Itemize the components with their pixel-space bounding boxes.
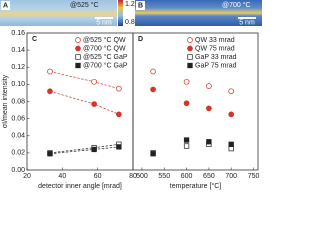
marker	[150, 68, 156, 75]
legend-marker	[187, 54, 193, 60]
marker	[228, 141, 234, 147]
marker	[228, 88, 235, 95]
legend-marker	[187, 62, 193, 69]
label-box	[136, 1, 145, 10]
y-tick-label: 0.10	[11, 81, 25, 88]
x-tick-label: 500	[136, 173, 148, 180]
fit-line	[49, 71, 119, 89]
colorbar	[118, 0, 123, 26]
marker	[150, 151, 156, 157]
marker	[47, 88, 53, 95]
plot-frame	[132, 32, 259, 171]
legend-marker	[187, 45, 193, 52]
legend-marker	[75, 62, 81, 69]
x-tick-label: 750	[248, 173, 260, 180]
legend-label: @700 °C GaP	[83, 61, 128, 69]
y-tick-label: 0.02	[11, 150, 25, 157]
scale-label: 5 nm	[96, 19, 112, 26]
marker	[183, 100, 190, 107]
scale-label: 5 nm	[239, 19, 255, 26]
panel-label: A	[3, 2, 8, 9]
y-tick-label: 0.04	[11, 133, 25, 140]
y-tick-label: 0.14	[11, 47, 25, 54]
marker	[91, 146, 97, 153]
x-axis-title: detector inner angle [mrad]	[38, 183, 122, 190]
marker	[228, 111, 235, 118]
panel-label: B	[138, 2, 143, 9]
panel-label: D	[138, 36, 143, 43]
fit-line	[49, 146, 119, 155]
marker	[206, 139, 212, 145]
colorbar-top: 1.2	[125, 1, 135, 8]
legend-label: QW 75 mrad	[195, 45, 235, 52]
marker	[183, 137, 190, 143]
legend-label: GaP 75 mrad	[195, 62, 237, 69]
marker	[150, 86, 156, 93]
image-b	[135, 0, 262, 26]
marker	[183, 143, 190, 149]
colorbar-bottom: 0.8	[125, 19, 135, 26]
fit-line	[49, 90, 120, 115]
x-tick-label: 80	[129, 173, 137, 180]
x-tick-label: 20	[23, 173, 31, 180]
x-tick-label: 650	[203, 173, 215, 180]
marker	[183, 78, 190, 85]
fit-line	[49, 143, 119, 154]
figure: A @525 °C 5 nm 1.2 0.8 B @700 °C 5 nm C 2…	[0, 0, 262, 190]
legend-marker	[75, 37, 81, 43]
marker	[47, 68, 53, 75]
y-tick-label: 0.00	[11, 167, 25, 174]
legend-marker	[187, 37, 193, 43]
marker	[116, 144, 122, 150]
panel-label: C	[32, 36, 37, 43]
marker	[228, 145, 234, 152]
x-tick-label: 600	[181, 173, 193, 180]
marker	[116, 111, 122, 118]
legend-label: @525 °C GaP	[83, 53, 128, 61]
label-box	[1, 1, 10, 10]
legend-marker	[75, 54, 81, 60]
marker	[206, 83, 212, 89]
x-axis-title: temperature [°C]	[170, 182, 221, 190]
temperature: @700 °C	[222, 1, 251, 9]
y-tick-label: 0.06	[11, 115, 25, 122]
legend-label: @700 °C QW	[83, 44, 126, 52]
marker	[91, 101, 97, 107]
x-tick-label: 700	[225, 173, 237, 180]
y-tick-label: 0.16	[11, 30, 25, 37]
marker	[116, 85, 122, 92]
legend-marker	[75, 45, 81, 52]
marker	[206, 105, 212, 112]
temperature: @525 °C	[70, 1, 99, 9]
legend-label: QW 33 mrad	[195, 37, 235, 44]
x-tick-label: 550	[158, 173, 170, 180]
image-a	[0, 0, 117, 26]
x-tick-label: 40	[58, 173, 66, 180]
y-tick-label: 0.12	[11, 64, 25, 71]
legend-label: @525 °C QW	[83, 36, 126, 44]
legend-label: GaP 33 mrad	[195, 54, 237, 61]
y-axis-title: σI/mean intensity	[2, 74, 9, 128]
marker	[47, 151, 53, 157]
marker	[91, 78, 97, 85]
x-tick-label: 60	[94, 173, 102, 180]
y-tick-label: 0.08	[11, 98, 25, 105]
